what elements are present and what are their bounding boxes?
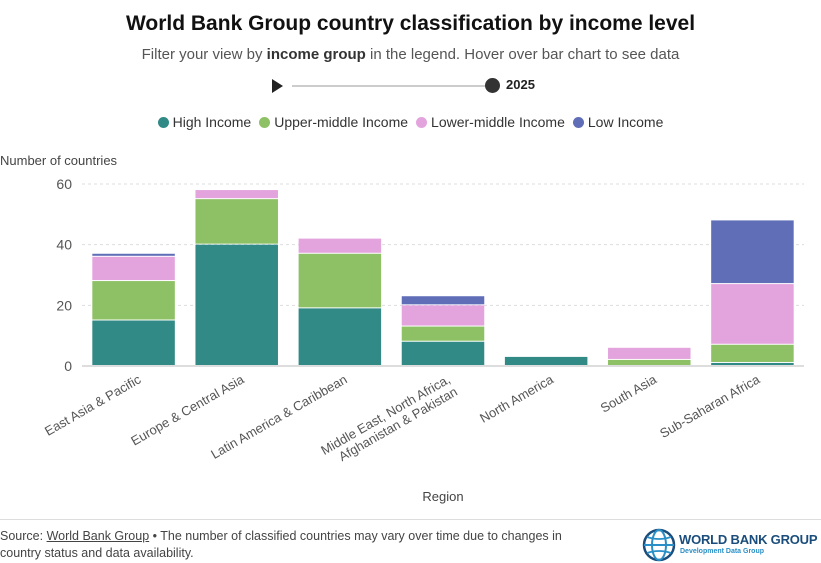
bar-segment[interactable] <box>401 305 485 326</box>
bar-segment[interactable] <box>504 356 588 365</box>
source-text: • The number of classified countries may… <box>0 529 562 560</box>
x-tick-label: East Asia & Pacific <box>42 371 144 438</box>
bar-segment[interactable] <box>195 244 278 365</box>
logo-name: WORLD BANK GROUP <box>679 532 818 547</box>
x-tick-line: Sub-Saharan Africa <box>657 371 763 441</box>
subtitle-post: in the legend. Hover over bar chart to s… <box>365 46 680 63</box>
bar-segment[interactable] <box>92 256 175 281</box>
legend-label: Lower-middle Income <box>431 114 565 130</box>
x-tick-label: South Asia <box>598 371 660 415</box>
timeline-year: 2025 <box>506 77 535 92</box>
bar-segment[interactable] <box>298 253 382 308</box>
y-axis-title: Number of countries <box>0 153 118 168</box>
bar-segment[interactable] <box>401 326 485 341</box>
logo-subtitle: Development Data Group <box>680 548 765 555</box>
subtitle-bold: income group <box>266 46 366 63</box>
x-tick-line: South Asia <box>598 371 660 415</box>
bar-segment[interactable] <box>711 344 794 362</box>
chart-subtitle: Filter your view by income group in the … <box>0 46 821 63</box>
legend-item[interactable]: Low Income <box>572 114 664 130</box>
x-tick-line: East Asia & Pacific <box>42 371 144 438</box>
subtitle-pre: Filter your view by <box>141 46 267 63</box>
bar-segment[interactable] <box>711 362 794 365</box>
source-note: Source: World Bank Group • The number of… <box>0 528 600 562</box>
bar-segment[interactable] <box>298 238 382 253</box>
bar-segment[interactable] <box>195 199 278 244</box>
legend-label: Upper-middle Income <box>274 114 409 130</box>
year-timeline: 2025 <box>272 76 572 96</box>
x-tick-label: North America <box>477 371 556 426</box>
legend-item[interactable]: Upper-middle Income <box>259 114 408 130</box>
bar-segment[interactable] <box>711 220 794 284</box>
bar-segment[interactable] <box>401 341 485 365</box>
bar-segment[interactable] <box>92 253 175 256</box>
y-tick-label: 0 <box>64 358 72 374</box>
bar-segment[interactable] <box>298 308 382 365</box>
x-tick-label: Sub-Saharan Africa <box>657 371 763 441</box>
legend-swatch <box>157 117 169 128</box>
timeline-track[interactable] <box>292 85 487 87</box>
legend-item[interactable]: High Income <box>157 114 252 130</box>
footer-divider <box>0 519 821 520</box>
y-tick-label: 40 <box>56 237 72 253</box>
legend-swatch <box>572 117 584 128</box>
legend-label: Low Income <box>587 114 664 130</box>
source-link[interactable]: World Bank Group <box>46 529 150 543</box>
globe-icon <box>642 528 676 562</box>
bar-segment[interactable] <box>401 296 485 305</box>
chart-legend: High Income Upper-middle Income Lower-midd… <box>0 114 821 130</box>
y-tick-label: 20 <box>56 297 72 313</box>
bar-segment[interactable] <box>711 284 794 344</box>
bar-segment[interactable] <box>92 281 175 320</box>
play-icon[interactable] <box>272 79 283 93</box>
x-tick-line: North America <box>477 371 556 426</box>
legend-swatch <box>259 117 271 128</box>
bar-segment[interactable] <box>92 320 175 366</box>
bar-segment[interactable] <box>608 347 691 359</box>
bar-segment[interactable] <box>195 190 278 199</box>
legend-item[interactable]: Lower-middle Income <box>416 114 565 130</box>
y-tick-label: 60 <box>56 176 72 192</box>
timeline-handle[interactable] <box>485 78 500 93</box>
legend-label: High Income <box>172 114 252 130</box>
legend-swatch <box>416 117 428 128</box>
source-label: Source: <box>0 529 47 543</box>
chart-title: World Bank Group country classification … <box>125 12 696 35</box>
bar-segment[interactable] <box>608 359 691 365</box>
x-axis-title: Region <box>422 489 464 504</box>
world-bank-logo: WORLD BANK GROUP Development Data Group <box>642 527 821 563</box>
